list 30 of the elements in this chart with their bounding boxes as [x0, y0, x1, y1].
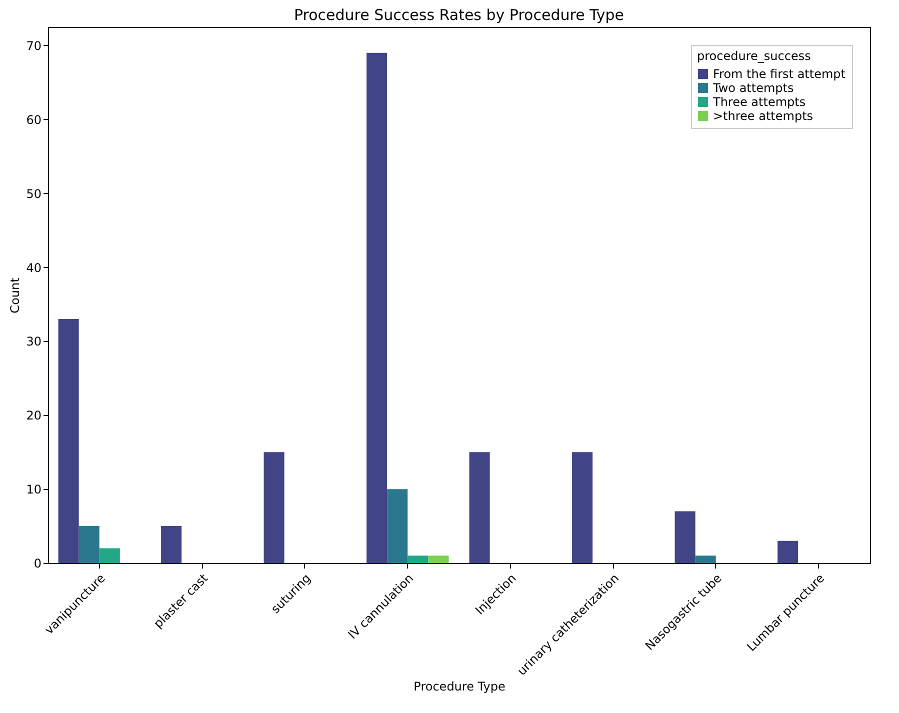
bar [99, 548, 120, 563]
bar [366, 52, 388, 563]
y-tick-label: 20 [26, 408, 42, 423]
y-tick-label: 70 [26, 38, 42, 53]
y-tick-label: 50 [26, 186, 42, 201]
bar [695, 556, 716, 563]
bar [58, 319, 79, 563]
legend-label: Two attempts [712, 81, 794, 95]
legend-label: >three attempts [713, 109, 814, 123]
y-tick-label: 10 [26, 482, 42, 497]
y-tick-label: 0 [34, 556, 42, 570]
bar [674, 511, 696, 563]
bar [778, 540, 798, 563]
y-tick-label: 30 [26, 334, 42, 349]
bar [408, 556, 428, 563]
bar [387, 489, 408, 563]
legend-label: From the first attempt [713, 67, 846, 81]
y-tick-label: 40 [26, 260, 42, 275]
bar [572, 452, 593, 563]
chart-title: Procedure Success Rates by Procedure Type [294, 6, 624, 24]
legend-label: Three attempts [712, 95, 806, 109]
bar [161, 526, 182, 563]
y-tick-label: 60 [26, 112, 42, 127]
bar [428, 556, 449, 563]
bar [264, 452, 284, 563]
bar [469, 452, 490, 563]
legend-title: procedure_success [697, 49, 811, 63]
bar [78, 526, 100, 563]
x-axis-title: Procedure Type [414, 679, 506, 694]
y-axis-title: Count [8, 277, 22, 314]
